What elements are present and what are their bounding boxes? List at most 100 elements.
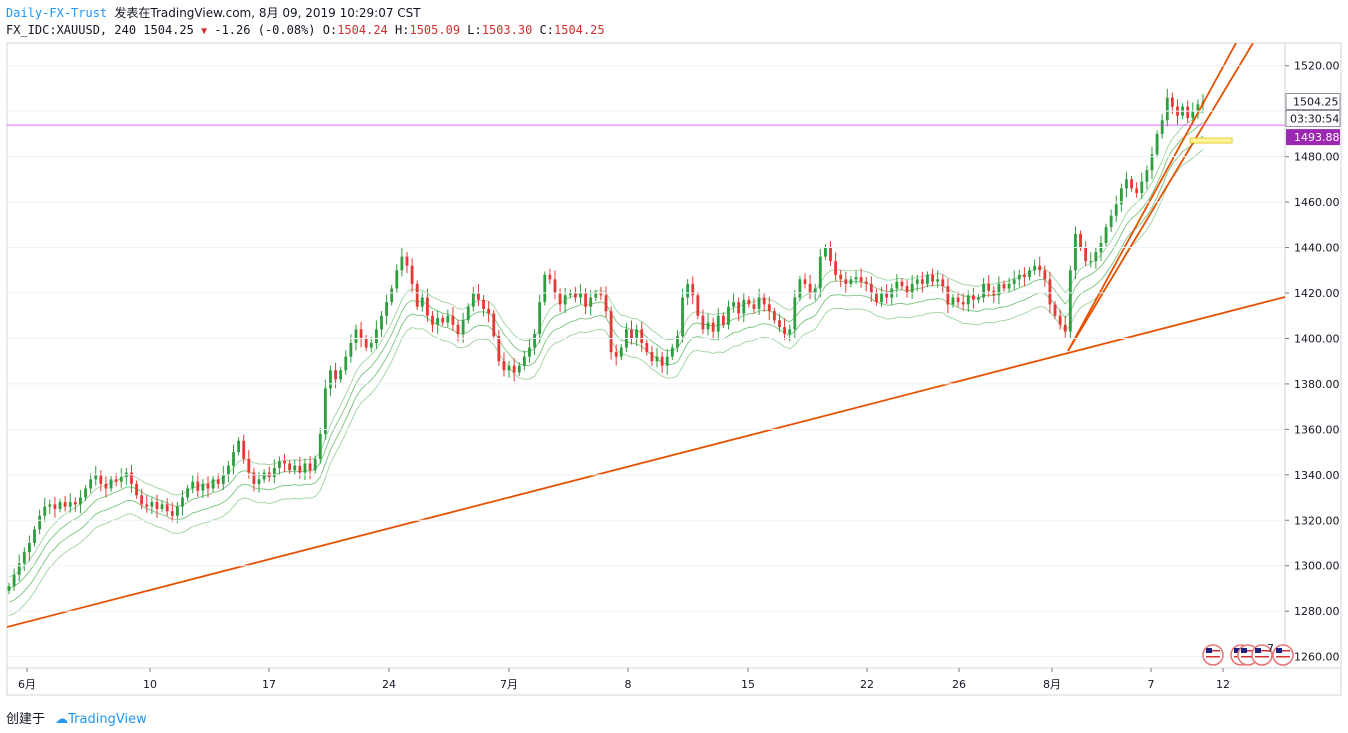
open-value: 1504.24 bbox=[337, 23, 388, 37]
low-value: 1503.30 bbox=[481, 23, 533, 37]
candle-body bbox=[257, 479, 261, 484]
tradingview-link[interactable]: TradingView bbox=[68, 712, 147, 727]
candle-body bbox=[380, 315, 383, 330]
candle-body bbox=[645, 343, 649, 353]
price-axis[interactable]: 1260.00 1280.00 1300.00 1320.00 1340.00 1360.… bbox=[1285, 60, 1340, 664]
candle-body bbox=[1104, 227, 1108, 243]
candle-body bbox=[252, 472, 256, 484]
candle-body bbox=[869, 283, 873, 293]
candle-body bbox=[604, 295, 608, 312]
candle-body bbox=[1002, 283, 1006, 289]
candle-body bbox=[1012, 279, 1016, 284]
candle-body bbox=[170, 511, 174, 516]
us-flag-icon[interactable] bbox=[1272, 644, 1294, 666]
high-value: 1505.09 bbox=[409, 23, 461, 37]
footer: 创建于 ☁TradingView bbox=[6, 708, 147, 727]
time-axis[interactable]: 6月 10 17 24 7月 8 15 22 26 8月 7 12 bbox=[18, 668, 1230, 691]
candle-body bbox=[12, 574, 16, 587]
candle-body bbox=[854, 277, 858, 280]
candle-body bbox=[762, 297, 766, 305]
flag-canton bbox=[1276, 648, 1282, 653]
candle-body bbox=[318, 433, 322, 459]
candle-body bbox=[732, 302, 735, 307]
candle-body bbox=[1094, 252, 1098, 262]
candle-body bbox=[73, 502, 77, 505]
candle-body bbox=[824, 247, 827, 257]
flag-stripe bbox=[1241, 650, 1255, 652]
candle-body bbox=[17, 563, 21, 575]
candle-body bbox=[905, 286, 909, 293]
candle-body bbox=[686, 283, 690, 298]
candle-body bbox=[640, 329, 644, 343]
candle-body bbox=[272, 468, 276, 478]
candle-body bbox=[696, 295, 700, 316]
candle-body bbox=[849, 279, 853, 284]
flag-stripe bbox=[1276, 659, 1290, 661]
created-with: 创建于 bbox=[6, 712, 46, 727]
candle-body bbox=[834, 261, 838, 275]
candle-body bbox=[1114, 204, 1118, 216]
candle-body bbox=[783, 327, 786, 334]
x-tick-label: 6月 bbox=[18, 678, 36, 691]
flag-stripe bbox=[1255, 650, 1269, 652]
x-tick-label: 17 bbox=[262, 678, 276, 691]
candle-body bbox=[507, 365, 511, 371]
close-label: C: bbox=[539, 23, 554, 37]
plot-frame bbox=[6, 42, 1342, 696]
close-value: 1504.25 bbox=[554, 23, 605, 37]
candle-body bbox=[211, 479, 215, 489]
candle-body bbox=[788, 329, 792, 334]
candle-body bbox=[344, 356, 348, 371]
candle-body bbox=[900, 281, 904, 287]
flag-canton bbox=[1234, 648, 1240, 653]
candle-body bbox=[844, 279, 848, 284]
x-tick-label: 15 bbox=[741, 678, 755, 691]
candle-body bbox=[43, 506, 47, 516]
ma-line-3 bbox=[8, 149, 1204, 617]
candle-body bbox=[910, 283, 914, 293]
candle-body bbox=[1033, 265, 1037, 271]
symbol-name: FX_IDC:XAUUSD, 240 bbox=[6, 23, 137, 37]
y-tick-label: 1460.00 bbox=[1294, 196, 1340, 209]
candle-body bbox=[48, 504, 52, 507]
candle-body bbox=[599, 293, 603, 296]
event-badges[interactable]: 7 bbox=[1202, 642, 1294, 666]
candle-body bbox=[946, 286, 950, 305]
candle-body bbox=[793, 297, 797, 330]
candle-body bbox=[1130, 179, 1133, 189]
candle-body bbox=[772, 311, 776, 321]
candle-body bbox=[456, 324, 460, 334]
candle-body bbox=[446, 315, 450, 323]
candle-body bbox=[706, 322, 710, 330]
author-link[interactable]: Daily-FX-Trust bbox=[6, 6, 108, 20]
candle-body bbox=[1191, 111, 1195, 118]
last-price-label: 1504.25 bbox=[1293, 96, 1339, 109]
candle-body bbox=[497, 336, 501, 362]
countdown-tag bbox=[1285, 110, 1341, 127]
candle-body bbox=[931, 274, 934, 282]
candle-body bbox=[941, 279, 945, 287]
candle-body bbox=[885, 293, 889, 298]
candle-body bbox=[420, 297, 424, 307]
candle-body bbox=[58, 502, 62, 509]
x-tick-label: 8月 bbox=[1043, 678, 1061, 691]
candle-body bbox=[1196, 104, 1200, 112]
candle-body bbox=[1043, 270, 1047, 280]
candle-body bbox=[482, 299, 485, 309]
candle-body bbox=[915, 279, 919, 284]
y-tick-label: 1440.00 bbox=[1294, 242, 1340, 255]
candle-body bbox=[400, 256, 404, 271]
tradingview-logo-icon[interactable]: ☁ bbox=[55, 712, 69, 727]
plot-area[interactable] bbox=[7, 43, 1285, 658]
candle-body bbox=[665, 356, 669, 366]
y-tick-label: 1420.00 bbox=[1294, 287, 1340, 300]
price-change: -1.26 (-0.08%) bbox=[214, 23, 316, 37]
y-tick-label: 1360.00 bbox=[1294, 423, 1340, 436]
candle-body bbox=[135, 483, 138, 496]
candle-body bbox=[426, 297, 429, 316]
candle-body bbox=[354, 329, 358, 343]
candle-body bbox=[543, 274, 547, 303]
us-flag-icon[interactable] bbox=[1202, 644, 1224, 666]
us-flag-icon[interactable] bbox=[1251, 644, 1273, 666]
